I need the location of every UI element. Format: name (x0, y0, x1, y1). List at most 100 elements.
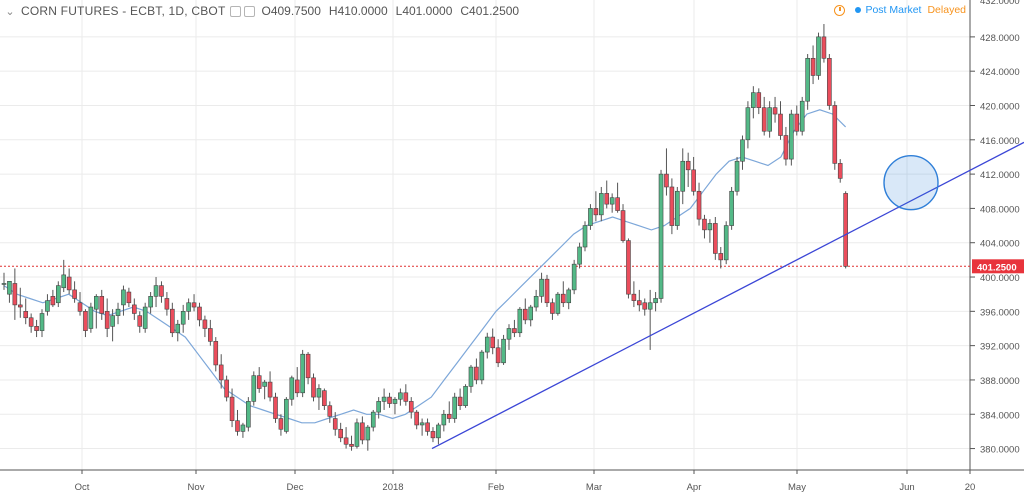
candle (794, 105, 800, 136)
candle (256, 367, 262, 393)
candle (669, 178, 675, 235)
candle (626, 238, 631, 299)
symbol-title[interactable]: CORN FUTURES - ECBT, 1D, CBOT (21, 4, 226, 18)
candle-body (191, 302, 197, 308)
candle (452, 392, 457, 423)
x-tick-label: Feb (488, 482, 504, 493)
candle-body (414, 411, 419, 426)
candle (490, 328, 496, 355)
candle (121, 285, 126, 316)
trendline[interactable] (431, 141, 1024, 450)
y-tick-label: 380.0000 (980, 445, 1020, 456)
candle-body (370, 411, 376, 428)
candle (522, 298, 528, 325)
y-tick-label-partial: 432.0000 (980, 0, 1020, 7)
candle (159, 281, 164, 303)
y-tick-label: 392.0000 (980, 342, 1020, 353)
candle (772, 96, 778, 123)
highlight-circle[interactable] (883, 154, 939, 211)
candle (577, 242, 582, 269)
hide-square-icon[interactable] (244, 5, 256, 17)
candle-body (180, 311, 186, 325)
last-price-label: 401.2500 (977, 262, 1017, 273)
candle-body (240, 424, 246, 432)
candle (419, 418, 425, 436)
candle (175, 319, 181, 342)
candle-body (175, 323, 181, 334)
x-tick-label: 20 (965, 482, 976, 493)
candle (267, 371, 273, 402)
candle-body (707, 223, 713, 231)
candle (218, 354, 224, 389)
candle-body (713, 223, 718, 254)
candle (588, 204, 593, 230)
settings-square-icon[interactable] (230, 5, 242, 17)
candle (132, 298, 137, 320)
candle (392, 397, 398, 415)
candle-body (354, 422, 360, 447)
candle (94, 294, 99, 329)
candle (598, 186, 604, 222)
candles (1, 24, 848, 451)
y-tick-label: 404.0000 (980, 239, 1020, 250)
candle-body (723, 225, 729, 261)
candle-body (691, 169, 696, 192)
candle-body (468, 366, 474, 387)
chevron-down-icon[interactable]: ⌄ (5, 5, 15, 18)
candle-body (560, 293, 566, 304)
candle-body (631, 293, 637, 301)
clock-icon[interactable] (834, 4, 846, 16)
candle (164, 292, 170, 316)
candle-body (620, 210, 626, 241)
candle-body (61, 274, 67, 289)
candle-body (284, 398, 289, 432)
candle-body (398, 392, 403, 400)
candle (61, 259, 67, 293)
candle (45, 294, 50, 316)
candle (88, 302, 94, 333)
candle-body (582, 225, 588, 248)
candle-body (208, 328, 213, 342)
high-value: 410.0000 (337, 4, 388, 18)
candle-body (403, 392, 409, 402)
candle (354, 418, 360, 449)
candle-body (436, 424, 441, 439)
candle (761, 96, 767, 136)
candle (544, 274, 550, 308)
candle (463, 384, 468, 408)
candle (582, 221, 588, 252)
candle (718, 247, 724, 269)
candle (1, 272, 7, 290)
candle (251, 371, 257, 406)
close-key: C (460, 4, 470, 18)
candle (284, 397, 289, 434)
candle-body (571, 263, 577, 291)
candle-body (392, 398, 398, 404)
candle (262, 379, 267, 400)
candle-body (224, 379, 229, 398)
candle (756, 88, 762, 115)
post-market-label: Post Market (865, 4, 922, 16)
candle-body (305, 353, 311, 379)
candle (77, 292, 83, 316)
candle-body (685, 160, 691, 171)
candle (506, 324, 512, 350)
candle (186, 298, 191, 320)
candle (322, 388, 327, 410)
candle (115, 302, 121, 325)
candle (142, 302, 148, 333)
candle-body (533, 296, 539, 308)
candle-body (365, 426, 371, 441)
candle (381, 388, 387, 410)
candle-body (50, 296, 56, 306)
candle-body (783, 135, 789, 160)
candle (7, 281, 12, 303)
candle (370, 409, 376, 432)
candle-body (142, 306, 148, 329)
candle (484, 332, 490, 359)
candle-body (446, 413, 452, 419)
candle (148, 292, 153, 314)
candle (338, 422, 343, 443)
